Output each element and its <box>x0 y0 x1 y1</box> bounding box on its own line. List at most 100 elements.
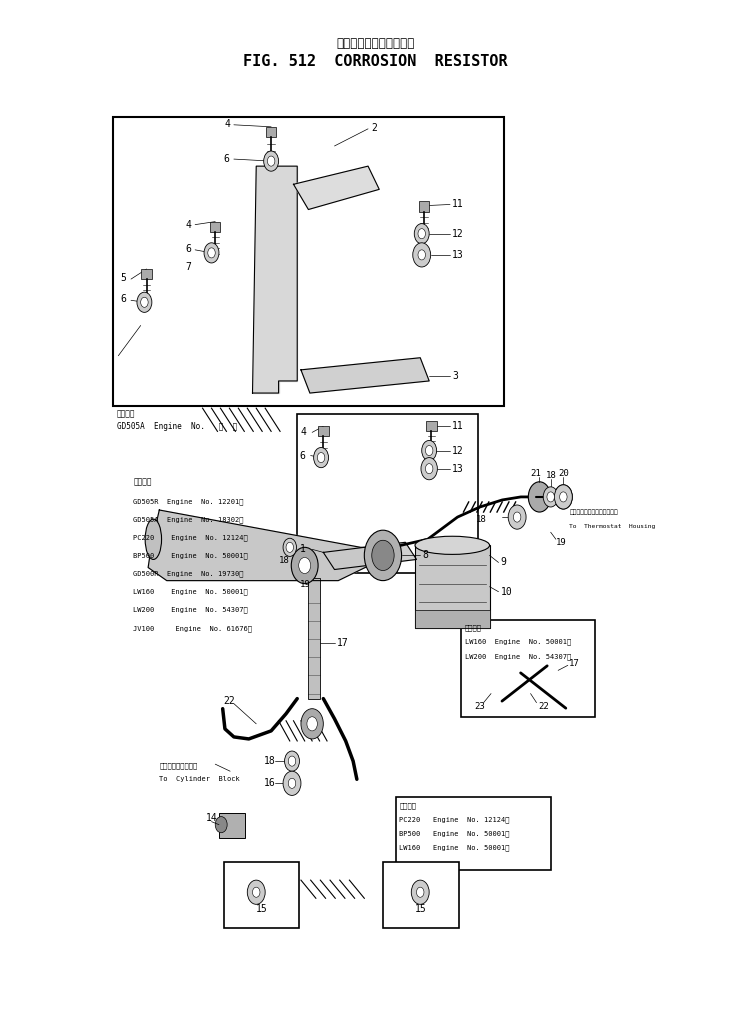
Circle shape <box>528 482 550 512</box>
Text: 22: 22 <box>224 696 235 706</box>
Circle shape <box>554 485 572 509</box>
Text: 4: 4 <box>185 220 192 229</box>
Circle shape <box>421 457 437 480</box>
Bar <box>383 862 459 928</box>
Text: 18: 18 <box>545 472 556 481</box>
Text: LW200    Engine  No. 54307～: LW200 Engine No. 54307～ <box>133 606 248 613</box>
Polygon shape <box>252 166 297 393</box>
Text: JV100     Engine  No. 61676～: JV100 Engine No. 61676～ <box>133 625 252 632</box>
Text: FIG. 512  CORROSION  RESISTOR: FIG. 512 CORROSION RESISTOR <box>243 54 508 69</box>
Bar <box>461 620 596 717</box>
Text: 適用番号: 適用番号 <box>133 478 152 487</box>
Text: GD505R  Engine  No. 12201～: GD505R Engine No. 12201～ <box>133 498 244 505</box>
Circle shape <box>422 440 436 460</box>
Text: 16: 16 <box>264 779 276 788</box>
Circle shape <box>301 709 324 739</box>
Text: 19: 19 <box>300 580 310 589</box>
Text: LW160  Engine  No. 50001～: LW160 Engine No. 50001～ <box>465 639 572 646</box>
Circle shape <box>413 242 430 267</box>
Text: 18: 18 <box>264 756 276 767</box>
Text: To  Cylinder  Block: To Cylinder Block <box>159 777 240 782</box>
Polygon shape <box>148 510 383 581</box>
Text: 12: 12 <box>452 229 464 238</box>
Text: 11: 11 <box>452 422 464 431</box>
Polygon shape <box>294 166 379 210</box>
Circle shape <box>140 297 148 307</box>
Circle shape <box>559 492 567 502</box>
Ellipse shape <box>415 536 490 555</box>
Circle shape <box>418 249 426 260</box>
Circle shape <box>216 816 227 832</box>
Circle shape <box>554 485 572 509</box>
Text: 6: 6 <box>224 154 229 164</box>
Text: サーモスタットハウジングへ: サーモスタットハウジングへ <box>569 509 618 515</box>
Circle shape <box>286 542 294 553</box>
Bar <box>426 421 436 431</box>
Circle shape <box>285 751 300 772</box>
Bar <box>419 202 429 212</box>
Bar <box>309 578 321 699</box>
Text: 17: 17 <box>336 638 348 648</box>
Text: 適用番号: 適用番号 <box>117 410 135 419</box>
Text: 15: 15 <box>255 904 267 915</box>
Bar <box>297 415 478 573</box>
Text: 6: 6 <box>185 243 192 254</box>
Text: 15: 15 <box>415 904 427 915</box>
Polygon shape <box>301 358 429 393</box>
Text: 9: 9 <box>501 558 507 568</box>
Bar <box>266 127 276 137</box>
Text: シリンダブロックへ: シリンダブロックへ <box>159 763 198 770</box>
Circle shape <box>364 530 402 581</box>
Bar <box>210 222 221 231</box>
Text: 12: 12 <box>452 445 464 455</box>
Bar <box>141 269 152 279</box>
Text: PC220   Engine  No. 12124～: PC220 Engine No. 12124～ <box>400 816 510 823</box>
Bar <box>415 546 490 628</box>
Text: 10: 10 <box>501 587 512 596</box>
Text: BP500   Engine  No. 50001～: BP500 Engine No. 50001～ <box>400 830 510 837</box>
Text: 18: 18 <box>279 556 289 565</box>
Text: LW160   Engine  No. 50001～: LW160 Engine No. 50001～ <box>400 845 510 851</box>
Circle shape <box>426 463 433 474</box>
Polygon shape <box>324 542 417 570</box>
Text: 13: 13 <box>452 463 464 474</box>
Circle shape <box>267 156 275 166</box>
Text: 19: 19 <box>556 537 567 547</box>
Text: 5: 5 <box>121 273 126 283</box>
Circle shape <box>417 887 424 897</box>
Ellipse shape <box>145 519 161 560</box>
Circle shape <box>204 242 219 263</box>
Circle shape <box>307 717 318 731</box>
Text: 20: 20 <box>558 469 569 479</box>
Circle shape <box>247 880 265 904</box>
Text: 6: 6 <box>300 450 306 460</box>
Text: 適用番号: 適用番号 <box>400 802 416 809</box>
Text: LW200  Engine  No. 54307～: LW200 Engine No. 54307～ <box>465 653 572 659</box>
Text: 7: 7 <box>185 262 192 272</box>
Circle shape <box>412 880 429 904</box>
Text: To  Thermostat  Housing: To Thermostat Housing <box>569 523 656 528</box>
Text: 3: 3 <box>452 371 458 381</box>
Circle shape <box>264 151 279 171</box>
Bar <box>225 862 299 928</box>
Text: 14: 14 <box>206 812 217 822</box>
Circle shape <box>543 487 558 507</box>
Bar <box>318 426 328 436</box>
Circle shape <box>283 772 301 795</box>
Text: LW160    Engine  No. 50001～: LW160 Engine No. 50001～ <box>133 589 248 595</box>
Text: GD500R  Engine  No. 19730～: GD500R Engine No. 19730～ <box>133 571 244 577</box>
Text: コロージョン　レジスタ: コロージョン レジスタ <box>336 37 415 50</box>
Text: GD505A  Engine  No. 18302～: GD505A Engine No. 18302～ <box>133 516 244 523</box>
Circle shape <box>418 229 426 238</box>
Circle shape <box>318 452 325 462</box>
Circle shape <box>299 558 311 574</box>
Text: 11: 11 <box>452 200 464 210</box>
Text: 18: 18 <box>476 514 487 523</box>
Bar <box>396 797 550 870</box>
Text: 適用番号: 適用番号 <box>465 625 482 632</box>
Text: 23: 23 <box>474 702 484 711</box>
Circle shape <box>415 224 429 243</box>
Circle shape <box>508 505 526 529</box>
Text: 4: 4 <box>225 119 230 129</box>
Text: 8: 8 <box>423 551 428 561</box>
